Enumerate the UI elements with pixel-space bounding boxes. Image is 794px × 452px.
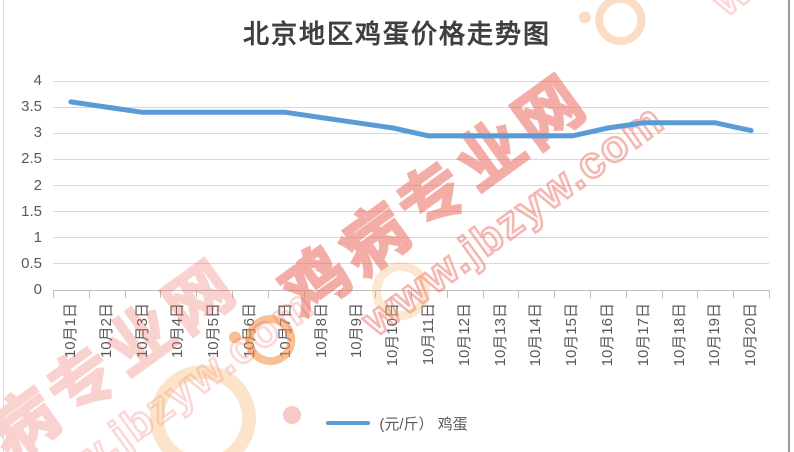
y-tick-label: 0.5 (21, 254, 42, 272)
x-tick-label: 10月4日 (169, 303, 187, 359)
y-gridline (53, 158, 769, 160)
x-axis-tick (697, 290, 699, 298)
x-tick-label: 10月13日 (491, 303, 509, 367)
y-tick-label: 1.5 (21, 202, 42, 220)
x-axis-tick (554, 290, 556, 298)
x-tick-label: 10月1日 (61, 303, 79, 359)
y-gridline (53, 211, 769, 213)
y-gridline (53, 106, 769, 108)
x-tick-label: 10月10日 (384, 303, 402, 367)
x-axis-tick (232, 290, 233, 298)
legend-label: (元/斤） 鸡蛋 (379, 415, 468, 433)
x-tick-label: 10月2日 (97, 303, 115, 359)
x-tick-label: 10月8日 (312, 303, 330, 359)
x-axis-tick (160, 290, 162, 298)
x-axis-tick (303, 290, 305, 298)
watermark-site-name: 鸡病专业网 (267, 58, 605, 333)
y-gridline (53, 237, 769, 239)
x-tick-label: 10月6日 (240, 303, 258, 359)
y-tick-label: 1 (33, 228, 42, 246)
x-axis-tick (196, 290, 198, 298)
x-axis-tick (53, 290, 54, 298)
x-axis-tick (625, 290, 627, 298)
chart-legend: (元/斤） 鸡蛋 (0, 412, 794, 434)
x-axis-tick (769, 290, 770, 298)
x-axis-tick (267, 290, 269, 298)
x-tick-label: 10月5日 (205, 303, 223, 359)
x-tick-label: 10月15日 (563, 303, 581, 367)
y-gridline (53, 80, 769, 82)
watermark-site-name: 鸡病专业网 (610, 0, 794, 14)
x-tick-label: 10月12日 (455, 303, 473, 367)
y-tick-label: 3.5 (21, 98, 42, 116)
x-tick-label: 10月17日 (634, 303, 652, 367)
x-tick-label: 10月7日 (276, 303, 294, 359)
x-axis-tick (733, 290, 735, 298)
x-tick-label: 10月11日 (419, 303, 437, 366)
y-gridline (53, 185, 769, 186)
left-edge-border (3, 0, 4, 452)
x-tick-label: 10月20日 (742, 303, 760, 367)
legend-line-swatch-icon (326, 421, 371, 425)
x-tick-label: 10月18日 (670, 303, 688, 367)
right-edge-border (788, 0, 790, 452)
x-axis-tick (375, 290, 377, 298)
x-axis-tick (590, 290, 591, 298)
x-axis-tick (482, 290, 484, 298)
x-tick-label: 10月3日 (133, 303, 151, 359)
y-tick-label: 0 (33, 281, 42, 298)
y-tick-label: 4 (33, 72, 42, 89)
x-tick-label: 10月9日 (348, 303, 366, 359)
x-tick-label: 10月16日 (598, 303, 616, 367)
y-tick-label: 2 (33, 176, 42, 194)
x-axis-tick (661, 290, 663, 298)
chart-title: 北京地区鸡蛋价格走势图 (242, 20, 551, 50)
x-axis-tick (411, 290, 412, 298)
x-tick-label: 10月14日 (527, 303, 545, 367)
x-axis-tick (339, 290, 341, 298)
x-axis-tick (88, 290, 90, 298)
y-tick-label: 2.5 (21, 150, 42, 168)
x-axis-tick (518, 290, 520, 298)
y-gridline (53, 263, 769, 265)
y-tick-label: 3 (33, 124, 42, 142)
x-axis-tick (124, 290, 126, 298)
x-axis-tick (446, 290, 448, 298)
y-gridline (53, 132, 769, 134)
x-tick-label: 10月19日 (706, 303, 724, 367)
